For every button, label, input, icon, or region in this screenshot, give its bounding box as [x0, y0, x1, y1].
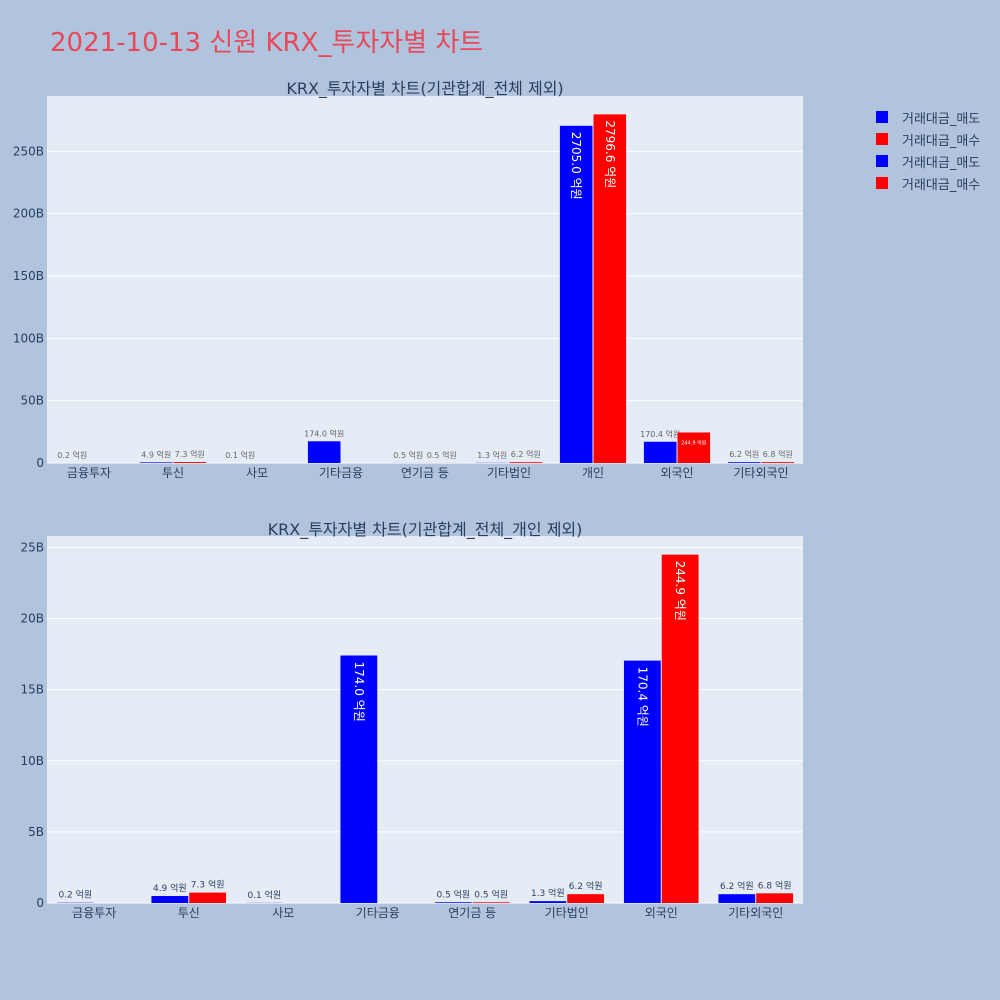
bar-data-label: 170.4 억원 [640, 429, 680, 439]
legend[interactable]: 거래대금_매도 거래대금_매수 거래대금_매도 거래대금_매수 [876, 106, 980, 194]
bar-data-label: 1.3 억원 [531, 887, 565, 899]
bar-data-label: 6.2 억원 [511, 449, 541, 459]
bar-data-label: 7.3 억원 [191, 879, 225, 891]
bar-data-label: 6.2 억원 [720, 880, 754, 892]
x-tick-label: 연기금 등 [448, 906, 496, 920]
bar-data-label: 6.2 억원 [729, 449, 759, 459]
y-tick-label: 50B [20, 394, 44, 408]
legend-swatch-sell [876, 111, 888, 123]
x-tick-label: 연기금 등 [401, 466, 449, 480]
y-tick-label: 0 [36, 896, 44, 910]
bar [761, 462, 795, 463]
x-tick-label: 외국인 [660, 466, 693, 480]
bar [529, 901, 567, 903]
y-tick-label: 10B [20, 754, 44, 768]
x-tick-label: 기타금융 [319, 466, 363, 480]
bar-data-label: 0.2 억원 [58, 889, 92, 901]
x-tick-label: 기타외국인 [728, 906, 783, 920]
bar-data-label: 6.8 억원 [763, 449, 793, 459]
y-tick-label: 200B [13, 207, 44, 221]
x-tick-label: 금융투자 [67, 466, 111, 480]
bar [434, 902, 472, 903]
legend-label: 거래대금_매도 [902, 111, 981, 127]
bar [718, 894, 756, 903]
legend-swatch-sell [876, 155, 888, 167]
x-tick-label: 개인 [582, 466, 604, 480]
x-tick-label: 기타외국인 [733, 466, 788, 480]
x-tick-label: 외국인 [645, 906, 678, 920]
chart-title: KRX_투자자별 차트(기관합계_전체 제외) [286, 79, 563, 99]
bar [189, 892, 227, 903]
bar-data-label: 4.9 억원 [153, 882, 187, 894]
y-tick-label: 5B [28, 825, 44, 839]
x-tick-label: 사모 [272, 906, 294, 920]
x-tick-label: 기타법인 [487, 466, 531, 480]
bar [727, 462, 761, 463]
bar-data-label: 244.9 억원 [673, 561, 687, 621]
bar [472, 902, 510, 903]
bar [559, 125, 593, 463]
bar-data-label: 0.1 억원 [247, 889, 281, 901]
bar [340, 655, 378, 903]
bar-data-label: 0.5 억원 [427, 450, 457, 460]
bar-data-label: 4.9 억원 [141, 449, 171, 459]
bar-data-label: 170.4 억원 [635, 667, 649, 727]
bar [307, 441, 341, 463]
legend-item[interactable]: 거래대금_매수 [876, 172, 980, 194]
bar-data-label: 7.3 억원 [175, 449, 205, 459]
legend-label: 거래대금_매수 [902, 177, 981, 193]
x-tick-label: 투신 [162, 466, 184, 480]
plot-area [47, 96, 803, 463]
bar [756, 893, 794, 903]
x-tick-label: 투신 [178, 906, 200, 920]
y-tick-label: 25B [20, 540, 44, 554]
bar-data-label: 1.3 억원 [477, 450, 507, 460]
page-title: 2021-10-13 신원 KRX_투자자별 차트 [50, 28, 484, 58]
y-tick-label: 250B [13, 144, 44, 158]
y-tick-label: 0 [36, 456, 44, 470]
legend-item[interactable]: 거래대금_매도 [876, 106, 980, 128]
bar [623, 660, 661, 903]
y-tick-label: 15B [20, 683, 44, 697]
x-tick-label: 사모 [246, 466, 268, 480]
bar [677, 432, 711, 463]
bar [593, 114, 627, 463]
bar [151, 896, 189, 903]
bar-data-label: 174.0 억원 [352, 661, 366, 721]
bar [139, 462, 173, 463]
y-tick-label: 20B [20, 612, 44, 626]
legend-swatch-buy [876, 133, 888, 145]
bar [173, 462, 207, 463]
bar-data-label: 2705.0 억원 [569, 132, 583, 200]
x-tick-label: 기타금융 [356, 906, 400, 920]
chart-title: KRX_투자자별 차트(기관합계_전체_개인 제외) [268, 520, 583, 540]
bar [567, 894, 605, 903]
bar-data-label: 0.2 억원 [57, 450, 87, 460]
legend-item[interactable]: 거래대금_매도 [876, 150, 980, 172]
bar-data-label: 174.0 억원 [304, 428, 344, 438]
bar-data-label: 6.8 억원 [758, 879, 792, 891]
bar-data-label: 0.1 억원 [225, 450, 255, 460]
bar [643, 441, 677, 463]
legend-swatch-buy [876, 177, 888, 189]
bar-data-label: 0.5 억원 [393, 450, 423, 460]
x-tick-label: 기타법인 [545, 906, 589, 920]
y-tick-label: 100B [13, 331, 44, 345]
legend-label: 거래대금_매도 [902, 155, 981, 171]
bar-data-label: 0.5 억원 [436, 888, 470, 900]
legend-item[interactable]: 거래대금_매수 [876, 128, 980, 150]
legend-label: 거래대금_매수 [902, 133, 981, 149]
bar-data-label: 6.2 억원 [569, 880, 603, 892]
x-tick-label: 금융투자 [72, 906, 116, 920]
bar [661, 554, 699, 903]
bar [509, 462, 543, 463]
y-tick-label: 150B [13, 269, 44, 283]
bar-data-label: 0.5 억원 [474, 888, 508, 900]
bar-data-label: 2796.6 억원 [603, 120, 617, 188]
bar-data-label: 244.9 억원 [681, 439, 707, 446]
